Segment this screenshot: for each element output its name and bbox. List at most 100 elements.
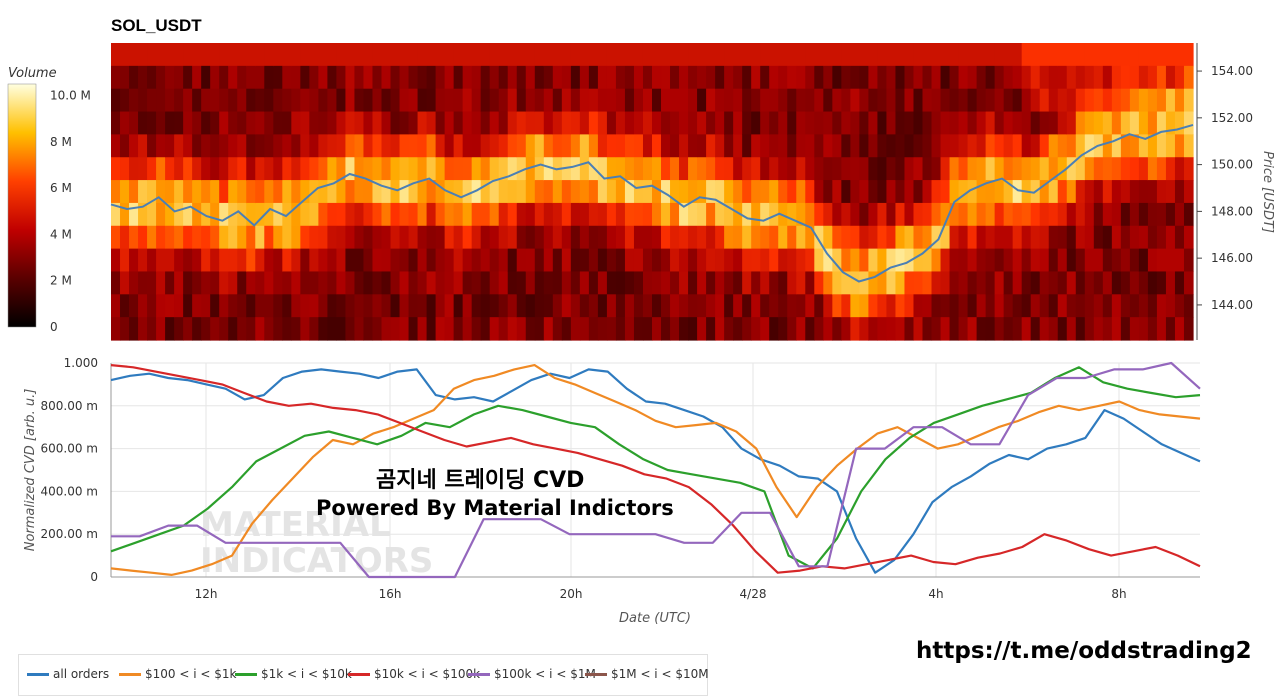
heat-cell [931,111,942,135]
heat-cell [624,225,635,250]
heat-cell [624,43,635,67]
heat-cell [679,157,689,181]
heat-cell [426,271,437,295]
heat-cell [489,43,500,67]
legend-item[interactable]: $10k < i < $100k [348,667,480,681]
heat-cell [219,294,229,318]
heat-cell [552,294,563,318]
heat-cell [877,248,888,273]
heat-cell [264,248,274,273]
heat-cell [1066,248,1077,273]
heat-cell [237,180,247,204]
heat-cell [327,317,338,341]
heat-cell [453,248,464,273]
heat-cell [498,65,509,90]
heat-cell [1084,134,1095,158]
heat-cell [922,111,933,135]
heat-cell [1174,317,1185,341]
heat-cell [579,317,590,341]
heat-cell [282,225,292,250]
heat-cell [895,248,906,273]
heat-cell [1039,180,1050,204]
heat-cell [733,157,743,181]
heat-cell [237,248,247,273]
heat-cell [597,134,608,158]
heat-cell [1147,248,1158,273]
heat-cell [1183,248,1194,273]
heat-cell [931,43,942,67]
heat-cell [1021,202,1032,227]
heat-cell [1075,248,1086,273]
heat-cell [850,111,860,135]
heat-cell [832,248,842,273]
heat-cell [633,134,644,158]
heat-cell [661,271,671,295]
telegram-link[interactable]: https://t.me/oddstrading2 [916,638,1252,664]
heat-cell [156,180,166,204]
legend-item[interactable]: all orders [27,667,109,681]
heat-cell [363,111,374,135]
heat-cell [363,248,374,273]
heat-cell [679,88,689,113]
heat-cell [273,111,283,135]
heat-cell [246,65,256,90]
heat-cell [1093,43,1104,67]
heat-cell [399,157,410,181]
legend-item[interactable]: $100 < i < $1k [119,667,236,681]
heat-cell [354,65,365,90]
heat-cell [282,294,292,318]
heat-cell [615,134,626,158]
heat-cell [633,294,644,318]
heat-cell [1075,294,1086,318]
heat-cell [291,225,301,250]
heat-cell [895,43,906,67]
heat-cell [967,88,978,113]
heat-cell [498,202,509,227]
heat-cell [949,43,960,67]
heat-cell [642,157,653,181]
heat-cell [661,111,671,135]
legend-item[interactable]: $1M < i < $10M [585,667,709,681]
heat-cell [327,202,338,227]
heat-cell [958,294,969,318]
heat-cell [1111,317,1122,341]
heat-cell [210,134,220,158]
heat-cell [561,65,572,90]
legend-item[interactable]: $1k < i < $10k [235,667,352,681]
heat-cell [922,202,933,227]
heat-cell [1003,111,1014,135]
heat-cell [877,43,888,67]
heat-cell [1012,294,1023,318]
heat-cell [417,317,428,341]
heat-cell [1003,88,1014,113]
heat-cell [1003,294,1014,318]
heat-cell [255,180,265,204]
heat-cell [327,111,338,135]
heat-cell [976,225,987,250]
heat-cell [832,157,842,181]
heat-cell [697,134,707,158]
heat-cell [318,65,328,90]
heat-cell [210,202,220,227]
heat-cell [1030,294,1041,318]
heat-cell [832,180,842,204]
heat-cell [174,271,184,295]
heat-cell [1084,111,1095,135]
heat-cell [1111,88,1122,113]
heat-cell [156,294,166,318]
chart-title: SOL_USDT [111,16,202,35]
heat-cell [778,248,788,273]
heat-cell [814,271,824,295]
heat-cell [652,317,662,341]
heat-cell [1174,271,1185,295]
heat-cell [1084,88,1095,113]
heat-cell [895,202,906,227]
heat-cell [967,111,978,135]
heat-cell [670,134,680,158]
heat-cell [1120,294,1131,318]
heat-cell [832,225,842,250]
legend-item[interactable]: $100k < i < $1M [468,667,596,681]
heat-cell [688,271,698,295]
heat-cell [543,180,554,204]
heat-cell [291,317,301,341]
